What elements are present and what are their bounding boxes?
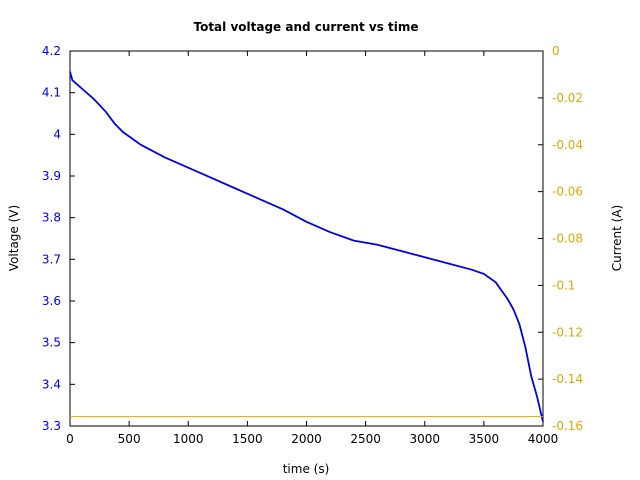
- y-axis-right: -0.16 -0.14 -0.12 -0.1 -0.08 -0.06 -0.04 -0.02 0: [538, 44, 583, 433]
- series-group: [69, 71, 544, 423]
- y-left-tick-label: 3.8: [42, 211, 61, 225]
- x-tick-label: 0: [66, 432, 74, 446]
- x-tick-label: 1000: [173, 432, 204, 446]
- y-right-tick-label: -0.08: [552, 232, 583, 246]
- x-axis-label: time (s): [283, 462, 330, 476]
- x-tick-label: 2000: [291, 432, 322, 446]
- y-left-tick-label: 4.2: [42, 44, 61, 58]
- y-left-tick-label: 4: [53, 127, 61, 141]
- x-axis: 0 500 1000 1500 2000 2500 3000 3500 4000: [66, 51, 558, 446]
- x-tick-label: 500: [118, 432, 141, 446]
- y-left-tick-label: 3.3: [42, 419, 61, 433]
- y-right-tick-label: -0.12: [552, 325, 583, 339]
- y-right-tick-label: -0.16: [552, 419, 583, 433]
- plot-frame: [69, 50, 544, 427]
- y-left-tick-label: 3.5: [42, 336, 61, 350]
- x-tick-label: 2500: [350, 432, 381, 446]
- y-right-tick-label: -0.1: [552, 278, 575, 292]
- y-left-tick-label: 3.9: [42, 169, 61, 183]
- y-axis-left: 3.3 3.4 3.5 3.6 3.7 3.8 3.9 4 4.1 4.2: [42, 44, 75, 433]
- x-tick-label: 1500: [232, 432, 263, 446]
- y-right-tick-label: 0: [552, 44, 560, 58]
- y-axis-left-label: Voltage (V): [7, 205, 21, 271]
- y-left-tick-label: 4.1: [42, 86, 61, 100]
- y-left-tick-label: 3.7: [42, 252, 61, 266]
- y-right-tick-label: -0.06: [552, 185, 583, 199]
- y-right-tick-label: -0.04: [552, 138, 583, 152]
- y-right-tick-label: -0.02: [552, 91, 583, 105]
- y-right-tick-label: -0.14: [552, 372, 583, 386]
- x-tick-label: 3500: [469, 432, 500, 446]
- chart-title: Total voltage and current vs time: [193, 20, 418, 34]
- x-tick-label: 3000: [409, 432, 440, 446]
- y-left-tick-label: 3.4: [42, 377, 61, 391]
- voltage-series-line: [69, 71, 544, 423]
- y-axis-right-label: Current (A): [610, 205, 624, 271]
- x-tick-label: 4000: [528, 432, 559, 446]
- y-left-tick-label: 3.6: [42, 294, 61, 308]
